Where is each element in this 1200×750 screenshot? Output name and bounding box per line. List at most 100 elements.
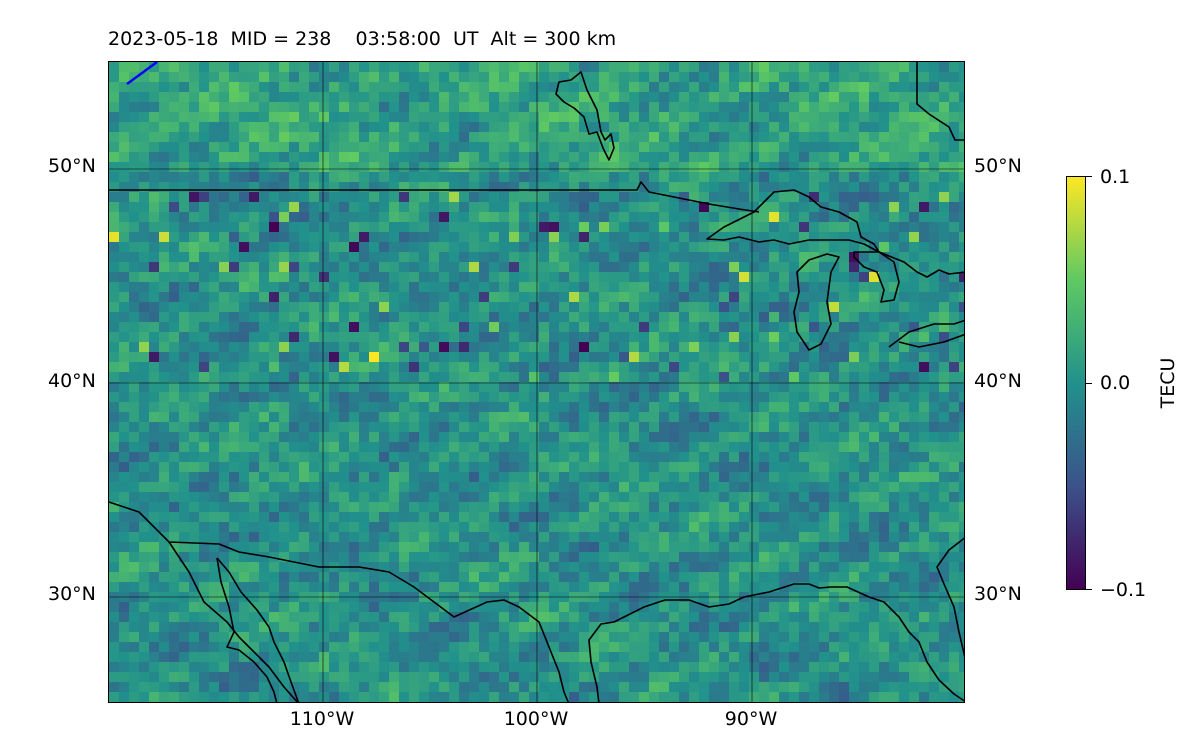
tec-cell (859, 572, 869, 582)
tec-cell (409, 372, 419, 382)
tec-cell (919, 432, 929, 442)
tec-cell (709, 212, 719, 222)
tec-cell (519, 562, 529, 572)
tec-cell (919, 152, 929, 162)
tec-cell (629, 552, 639, 562)
tec-cell (339, 112, 349, 122)
tec-cell (629, 162, 639, 172)
tec-cell (129, 432, 139, 442)
tec-cell (399, 62, 409, 72)
tec-cell (459, 492, 469, 502)
tec-cell (489, 182, 499, 192)
tec-cell (639, 622, 649, 632)
tec-cell (139, 572, 149, 582)
tec-cell (849, 612, 859, 622)
tec-cell (899, 62, 909, 72)
tec-cell (439, 492, 449, 502)
tec-cell (239, 432, 249, 442)
tec-cell (499, 162, 509, 172)
tec-cell (119, 342, 129, 352)
tec-cell (359, 452, 369, 462)
tec-cell (629, 312, 639, 322)
tec-cell (319, 242, 329, 252)
tec-cell (619, 352, 629, 362)
tec-cell (159, 402, 169, 412)
tec-cell (389, 492, 399, 502)
tec-cell (399, 272, 409, 282)
tec-cell (749, 312, 759, 322)
tec-cell (719, 102, 729, 112)
tec-cell (759, 402, 769, 412)
tec-cell (229, 582, 239, 592)
tec-cell (689, 532, 699, 542)
tec-cell (769, 142, 779, 152)
tec-cell (629, 402, 639, 412)
tec-cell (669, 122, 679, 132)
tec-cell (379, 632, 389, 642)
tec-cell (869, 572, 879, 582)
tec-cell (659, 322, 669, 332)
tec-cell (719, 292, 729, 302)
tec-map[interactable] (108, 61, 965, 703)
tec-cell (639, 612, 649, 622)
tec-cell (109, 442, 119, 452)
tec-cell (579, 372, 589, 382)
tec-cell (819, 282, 829, 292)
tec-cell (519, 122, 529, 132)
tec-cell (909, 582, 919, 592)
tec-cell (109, 112, 119, 122)
tec-cell (779, 172, 789, 182)
tec-cell (919, 82, 929, 92)
tec-cell (759, 202, 769, 212)
tec-cell (509, 62, 519, 72)
tec-cell (179, 192, 189, 202)
tec-cell (729, 292, 739, 302)
tec-cell (849, 102, 859, 112)
tec-cell (379, 212, 389, 222)
tec-cell (929, 132, 939, 142)
tec-cell (479, 182, 489, 192)
tec-cell (279, 502, 289, 512)
tec-cell (829, 442, 839, 452)
tec-cell (899, 192, 909, 202)
tec-cell (689, 312, 699, 322)
tec-cell (439, 432, 449, 442)
tec-cell (909, 612, 919, 622)
tec-cell (859, 222, 869, 232)
tec-cell (309, 532, 319, 542)
tec-cell (369, 502, 379, 512)
tec-cell (189, 512, 199, 522)
tec-cell (869, 262, 879, 272)
tec-cell (139, 242, 149, 252)
tec-cell (629, 262, 639, 272)
tec-cell (659, 152, 669, 162)
tec-cell (789, 302, 799, 312)
tec-cell (429, 222, 439, 232)
tec-cell (139, 472, 149, 482)
tec-cell (919, 342, 929, 352)
tec-cell (549, 332, 559, 342)
tec-cell (699, 332, 709, 342)
tec-cell (869, 102, 879, 112)
tec-cell (169, 262, 179, 272)
tec-cell (499, 82, 509, 92)
tec-cell (269, 162, 279, 172)
tec-cell (149, 82, 159, 92)
tec-cell (479, 282, 489, 292)
tec-cell (729, 272, 739, 282)
tec-cell (269, 62, 279, 72)
tec-cell (159, 612, 169, 622)
tec-cell (329, 632, 339, 642)
tec-cell (629, 102, 639, 112)
tec-cell (589, 102, 599, 112)
tec-cell (629, 152, 639, 162)
tec-cell (449, 602, 459, 612)
tec-cell (479, 132, 489, 142)
tec-cell (939, 142, 949, 152)
tec-cell (639, 552, 649, 562)
tec-cell (399, 172, 409, 182)
tec-cell (799, 482, 809, 492)
tec-cell (519, 622, 529, 632)
tec-cell (499, 512, 509, 522)
tec-cell (609, 472, 619, 482)
